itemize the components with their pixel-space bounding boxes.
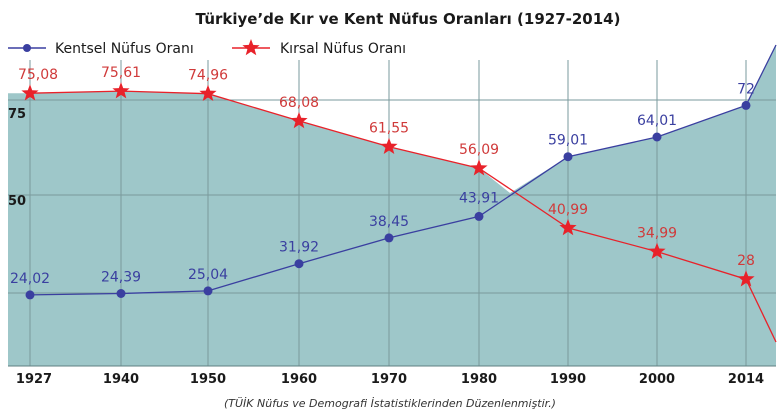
rural-point [199, 84, 217, 101]
rural-point [559, 218, 577, 236]
legend-rural-marker [242, 39, 260, 56]
rural-data-label: 68,08 [279, 95, 319, 111]
urban-data-label: 59,01 [548, 133, 588, 149]
x-tick-label: 1990 [550, 372, 586, 387]
rural-data-label: 61,55 [369, 121, 409, 137]
legend: Kentsel Nüfus Oranı Kırsal Nüfus Oranı [8, 39, 406, 57]
x-tick-label: 1940 [103, 372, 139, 387]
urban-series-line [29, 44, 777, 296]
rural-data-label: 40,99 [548, 202, 588, 218]
x-tick-label: 2014 [728, 372, 764, 387]
urban-data-label: 24,02 [10, 271, 50, 287]
rural-point [290, 111, 308, 129]
urban-data-label: 31,92 [279, 240, 319, 256]
urban-point [741, 100, 751, 110]
rural-point [470, 159, 488, 176]
urban-point [474, 211, 484, 221]
urban-data-label: 64,01 [637, 113, 677, 129]
y-tick-label: 75 [8, 107, 26, 122]
rural-data-label: 56,09 [459, 142, 499, 158]
urban-point [25, 290, 35, 300]
plot-area: 50 75 1927 1940 1950 1960 1970 1980 1990 2000 2014… [8, 44, 777, 387]
rural-data-label: 34,99 [637, 226, 677, 242]
urban-data-label: 72 [737, 81, 755, 97]
chart-title: Türkiye’de Kır ve Kent Nüfus Oranları (1… [196, 10, 621, 28]
urban-data-label: 25,04 [188, 267, 228, 283]
urban-data-label: 43,91 [459, 190, 499, 206]
urban-point [294, 259, 304, 269]
legend-urban-label: Kentsel Nüfus Oranı [55, 41, 194, 57]
legend-rural-label: Kırsal Nüfus Oranı [280, 41, 406, 57]
y-tick-label: 50 [8, 194, 26, 209]
rural-point [21, 84, 39, 101]
urban-point [652, 132, 662, 142]
x-tick-label: 2000 [639, 372, 675, 387]
shaded-area [8, 45, 776, 366]
rural-point [737, 270, 755, 287]
urban-point [384, 233, 394, 243]
rural-series-line [29, 90, 777, 343]
rural-data-label: 75,08 [18, 67, 58, 83]
urban-point [203, 286, 213, 296]
x-tick-label: 1980 [461, 372, 497, 387]
rural-data-label: 28 [737, 253, 755, 269]
x-tick-label: 1950 [190, 372, 226, 387]
x-tick-label: 1927 [16, 372, 52, 387]
rural-point [380, 137, 398, 154]
x-tick-label: 1960 [281, 372, 317, 387]
rural-point [112, 82, 130, 99]
urban-data-label: 24,39 [101, 270, 141, 286]
x-tick-label: 1970 [371, 372, 407, 387]
urban-point [116, 289, 126, 298]
legend-urban-marker [23, 44, 31, 52]
urban-data-label: 38,45 [369, 214, 409, 230]
rural-data-label: 74,96 [188, 68, 228, 84]
urban-point [563, 152, 573, 162]
source-note: (TÜİK Nüfus ve Demografi İstatistiklerin… [224, 397, 556, 410]
rural-point [648, 242, 666, 259]
rural-data-label: 75,61 [101, 65, 141, 81]
